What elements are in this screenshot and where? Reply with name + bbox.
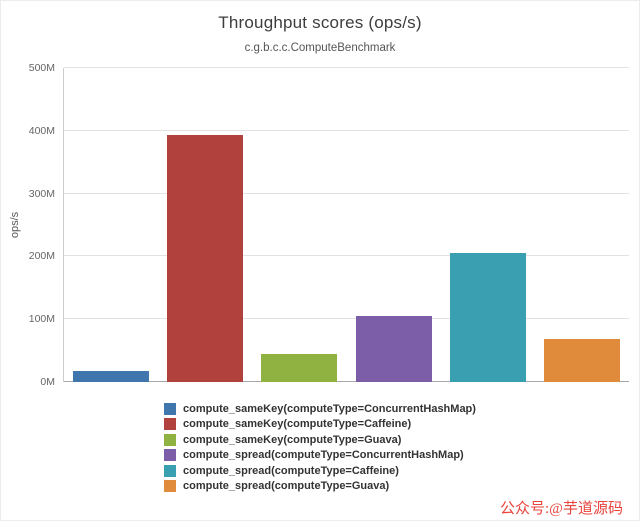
bar-5 xyxy=(449,253,526,382)
gridline xyxy=(64,192,629,194)
legend-items: compute_sameKey(computeType=ConcurrentHa… xyxy=(164,401,476,494)
legend-item: compute_sameKey(computeType=Caffeine) xyxy=(164,417,476,433)
gridline xyxy=(64,255,629,257)
legend-swatch-icon xyxy=(164,418,177,431)
plot-area: 0M 100M 200M 300M 400M 500M xyxy=(29,62,629,388)
bars-container xyxy=(64,68,629,382)
legend-swatch-icon xyxy=(164,433,177,446)
legend: compute_sameKey(computeType=ConcurrentHa… xyxy=(1,401,639,494)
y-axis-label: ops/s xyxy=(9,211,21,239)
bar-6 xyxy=(543,339,620,382)
y-tick-label: 200M xyxy=(28,250,55,263)
y-tick-label: 0M xyxy=(40,376,55,388)
bar-3 xyxy=(261,353,338,382)
legend-label: compute_spread(computeType=Caffeine) xyxy=(183,464,399,477)
legend-item: compute_spread(computeType=ConcurrentHas… xyxy=(164,448,476,464)
bar-4 xyxy=(355,316,432,382)
gridline xyxy=(64,129,629,131)
legend-item: compute_sameKey(computeType=Guava) xyxy=(164,432,476,448)
x-axis-line xyxy=(64,381,629,382)
y-tick-label: 100M xyxy=(28,313,55,326)
legend-item: compute_sameKey(computeType=ConcurrentHa… xyxy=(164,401,476,417)
gridline xyxy=(64,67,629,68)
y-tick-label: 500M xyxy=(28,62,55,74)
bar-1 xyxy=(73,370,150,382)
legend-label: compute_sameKey(computeType=ConcurrentHa… xyxy=(183,402,476,415)
watermark: 公众号:@芋道源码 xyxy=(500,501,623,517)
y-tick-label: 400M xyxy=(28,124,55,137)
gridline xyxy=(64,318,629,320)
bar-2 xyxy=(167,135,244,382)
legend-label: compute_sameKey(computeType=Caffeine) xyxy=(183,418,412,431)
legend-swatch-icon xyxy=(164,402,177,415)
legend-swatch-icon xyxy=(164,480,177,493)
chart-subtitle: c.g.b.c.c.ComputeBenchmark xyxy=(244,42,396,54)
chart-title: Throughput scores (ops/s) xyxy=(218,13,422,32)
legend-swatch-icon xyxy=(164,464,177,477)
legend-label: compute_spread(computeType=ConcurrentHas… xyxy=(183,449,464,462)
legend-item: compute_spread(computeType=Caffeine) xyxy=(164,463,476,479)
legend-label: compute_spread(computeType=Guava) xyxy=(183,480,390,493)
legend-swatch-icon xyxy=(164,449,177,462)
y-tick-label: 300M xyxy=(28,187,55,200)
legend-label: compute_sameKey(computeType=Guava) xyxy=(183,433,402,446)
legend-item: compute_spread(computeType=Guava) xyxy=(164,479,476,495)
